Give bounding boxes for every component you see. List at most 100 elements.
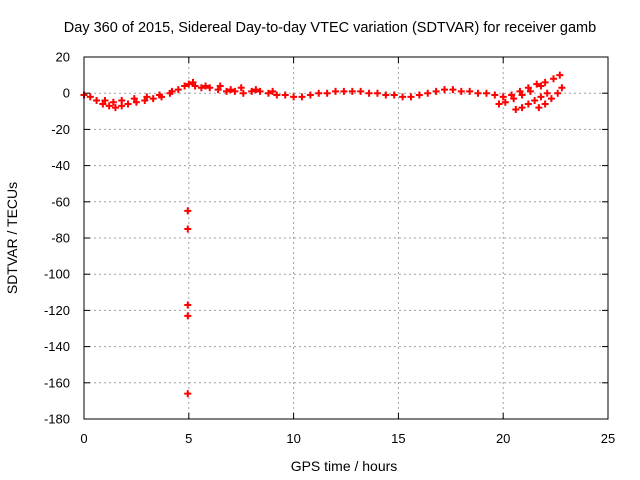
main_trace-point [248,87,256,95]
main_trace-point [86,93,94,101]
descending_pass_1-point [537,93,545,101]
y-tick-label: -100 [44,267,70,282]
secondary_band-point [202,82,210,90]
secondary_band-point [155,91,163,99]
descending_pass_2-point [547,95,555,103]
x-tick-label: 5 [185,431,192,446]
secondary_band-point [526,87,534,95]
main_trace-point [407,93,415,101]
main_trace-point [382,91,390,99]
grid-lines [84,57,608,419]
main_trace-point [185,80,193,88]
main_trace-point [323,89,331,97]
main_trace-point [273,91,281,99]
x-tick-label: 20 [496,431,510,446]
descending_pass_2-point [554,89,562,97]
outliers-point [184,207,192,215]
main_trace-point [149,95,157,103]
x-tick-label: 15 [391,431,405,446]
secondary_band-point [130,95,138,103]
outliers-point [184,301,192,309]
secondary_band-point [227,86,235,94]
secondary_band-point [189,78,197,86]
main_trace-point [457,87,465,95]
secondary_band-point [537,82,545,90]
secondary_band-point [510,95,518,103]
descending_pass_1-point [531,96,539,104]
secondary_band-point [109,98,117,106]
main_trace-point [105,102,113,110]
x-tick-label: 10 [286,431,300,446]
main_trace-point [474,89,482,97]
descending_pass_1-point [524,100,532,108]
main_trace-point [315,89,323,97]
main_trace-point [550,75,558,83]
y-tick-label: -120 [44,303,70,318]
x-axis-label: GPS time / hours [291,458,398,474]
main_trace-point [141,96,149,104]
secondary_band-point [118,96,126,104]
main_trace-point [181,82,189,90]
y-tick-label: -40 [51,158,70,173]
main_trace-point [93,96,101,104]
main_trace-point [357,87,365,95]
main_trace-point [264,89,272,97]
y-tick-label: -60 [51,194,70,209]
main_trace-point [415,91,423,99]
descending_pass_1-point [512,105,520,113]
y-tick-label: 20 [56,50,70,65]
secondary_band-point [216,82,224,90]
main_trace-point [132,98,140,106]
main_trace-point [197,84,205,92]
outliers-point [184,312,192,320]
main_trace-point [174,86,182,94]
main_trace-point [281,91,289,99]
main_trace-point [239,89,247,97]
main_trace-point [541,78,549,86]
y-tick-label: 0 [63,86,70,101]
main_trace-point [482,89,490,97]
secondary_band-point [501,98,509,106]
main_trace-point [340,87,348,95]
main_trace-point [508,91,516,99]
y-tick-label: -180 [44,412,70,427]
main_trace-point [499,93,507,101]
main_trace-point [214,86,222,94]
secondary_band-point [269,87,277,95]
main_trace-point [449,86,457,94]
main_trace-point [424,89,432,97]
main_trace-point [332,87,340,95]
main_trace-point [290,93,298,101]
y-tick-label: -140 [44,339,70,354]
main_trace-point [432,87,440,95]
main_trace-point [441,86,449,94]
outliers-point [184,225,192,233]
main_trace-point [111,104,119,112]
main_trace-point [124,100,132,108]
y-tick-label: -160 [44,375,70,390]
data-points [80,71,566,398]
secondary_band-point [518,91,526,99]
descending_pass_1-point [543,89,551,97]
main_trace-point [223,87,231,95]
main_trace-point [231,87,239,95]
plot-frame [83,56,609,420]
chart-title: Day 360 of 2015, Sidereal Day-to-day VTE… [64,20,596,36]
main_trace-point [466,87,474,95]
descending_pass_2-point [558,84,566,92]
main_trace-point [390,91,398,99]
main_trace-point [556,71,564,79]
main_trace-point [298,93,306,101]
main_trace-point [206,84,214,92]
main_trace-point [373,89,381,97]
secondary_band-point [237,84,245,92]
main_trace-point [306,91,314,99]
main_trace-point [533,80,541,88]
secondary_band-point [143,93,151,101]
main_trace-point [365,89,373,97]
y-tick-label: -20 [51,122,70,137]
main_trace-point [491,91,499,99]
descending_pass_1-point [518,104,526,112]
secondary_band-point [252,86,260,94]
